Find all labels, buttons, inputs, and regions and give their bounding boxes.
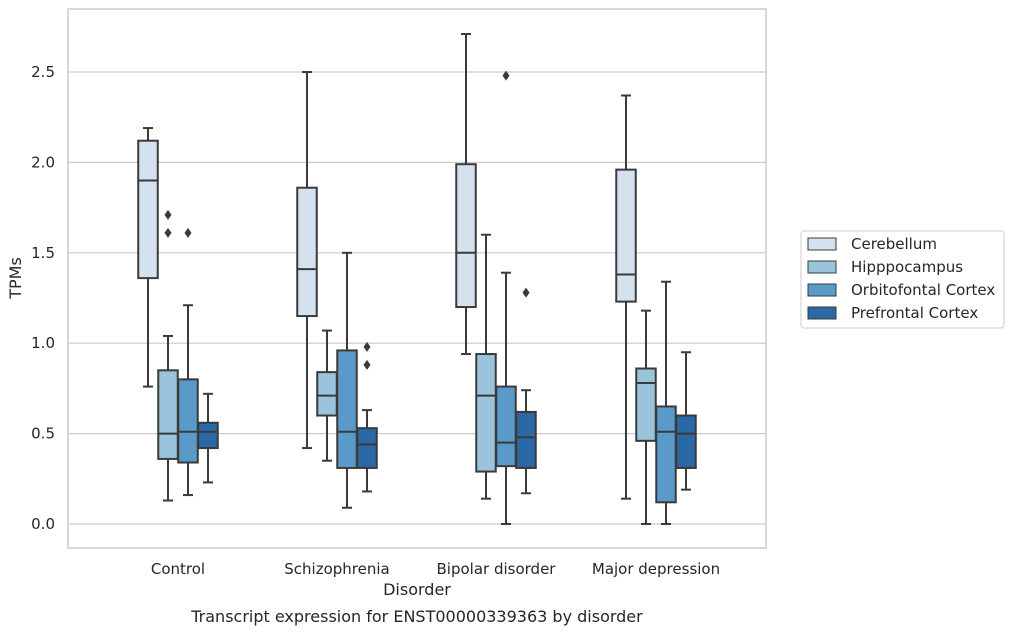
- box-orbitofontal-cortex: [495, 70, 517, 525]
- box-iqr: [356, 427, 378, 469]
- box-iqr: [197, 421, 219, 450]
- outlier-marker: [363, 359, 371, 370]
- box-cerebellum: [296, 71, 318, 450]
- x-tick-label: Control: [151, 560, 205, 578]
- outlier-marker: [164, 227, 172, 238]
- box-iqr: [635, 367, 657, 442]
- box-hipppocampus: [475, 233, 497, 500]
- chart-caption: Transcript expression for ENST0000033936…: [190, 607, 643, 626]
- box-hipppocampus: [157, 209, 179, 502]
- legend-swatch: [807, 283, 837, 297]
- y-tick-label: 1.0: [31, 334, 55, 352]
- box-prefrontal-cortex: [356, 341, 378, 493]
- box-iqr: [296, 186, 318, 318]
- outlier-marker: [363, 341, 371, 352]
- box-iqr: [675, 414, 697, 469]
- box-iqr: [515, 410, 537, 469]
- box-iqr: [495, 385, 517, 468]
- box-iqr: [336, 349, 358, 469]
- box-iqr: [316, 371, 338, 417]
- box-cerebellum: [137, 127, 159, 388]
- y-tick-label: 2.0: [31, 153, 55, 171]
- legend-swatch: [807, 260, 837, 274]
- plot-frame: [67, 8, 767, 549]
- outlier-marker: [502, 70, 510, 81]
- legend: Cerebellum Hipppocampus Orbitofontal Corte…: [800, 230, 1005, 329]
- legend-label: Cerebellum: [851, 235, 937, 253]
- legend-label: Prefrontal Cortex: [851, 304, 978, 322]
- x-tick-label: Bipolar disorder: [437, 560, 557, 578]
- box-iqr: [475, 353, 497, 473]
- legend-swatch: [807, 306, 837, 320]
- box-prefrontal-cortex: [675, 351, 697, 491]
- y-tick-label: 2.5: [31, 63, 55, 81]
- box-hipppocampus: [635, 309, 657, 525]
- box-orbitofontal-cortex: [336, 251, 358, 509]
- y-axis-label: TPMs: [6, 257, 25, 300]
- x-tick-label: Schizophrenia: [284, 560, 389, 578]
- outlier-marker: [522, 287, 530, 298]
- x-axis-label: Disorder: [383, 580, 451, 599]
- box-prefrontal-cortex: [197, 392, 219, 484]
- box-iqr: [655, 405, 677, 504]
- box-orbitofontal-cortex: [177, 227, 199, 497]
- x-tick-label: Major depression: [592, 560, 720, 578]
- legend-label: Hipppocampus: [851, 258, 963, 276]
- x-tick-labels: Control Schizophrenia Bipolar disorder Majo…: [151, 560, 720, 578]
- box-iqr: [157, 369, 179, 460]
- box-cerebellum: [615, 94, 637, 500]
- y-tick-labels: 0.0 0.5 1.0 1.5 2.0 2.5: [31, 63, 55, 533]
- box-cerebellum: [455, 33, 477, 356]
- boxes: [137, 33, 697, 525]
- y-tick-label: 0.5: [31, 425, 55, 443]
- legend-label: Orbitofontal Cortex: [851, 281, 995, 299]
- box-hipppocampus: [316, 329, 338, 462]
- box-iqr: [137, 139, 159, 280]
- box-orbitofontal-cortex: [655, 280, 677, 525]
- box-iqr: [177, 378, 199, 464]
- legend-swatch: [807, 237, 837, 251]
- outlier-marker: [164, 209, 172, 220]
- y-tick-label: 0.0: [31, 515, 55, 533]
- box-iqr: [615, 168, 637, 303]
- box-prefrontal-cortex: [515, 287, 537, 495]
- legend-frame: [800, 230, 1005, 329]
- box-iqr: [455, 163, 477, 309]
- outlier-marker: [184, 227, 192, 238]
- y-tick-label: 1.5: [31, 244, 55, 262]
